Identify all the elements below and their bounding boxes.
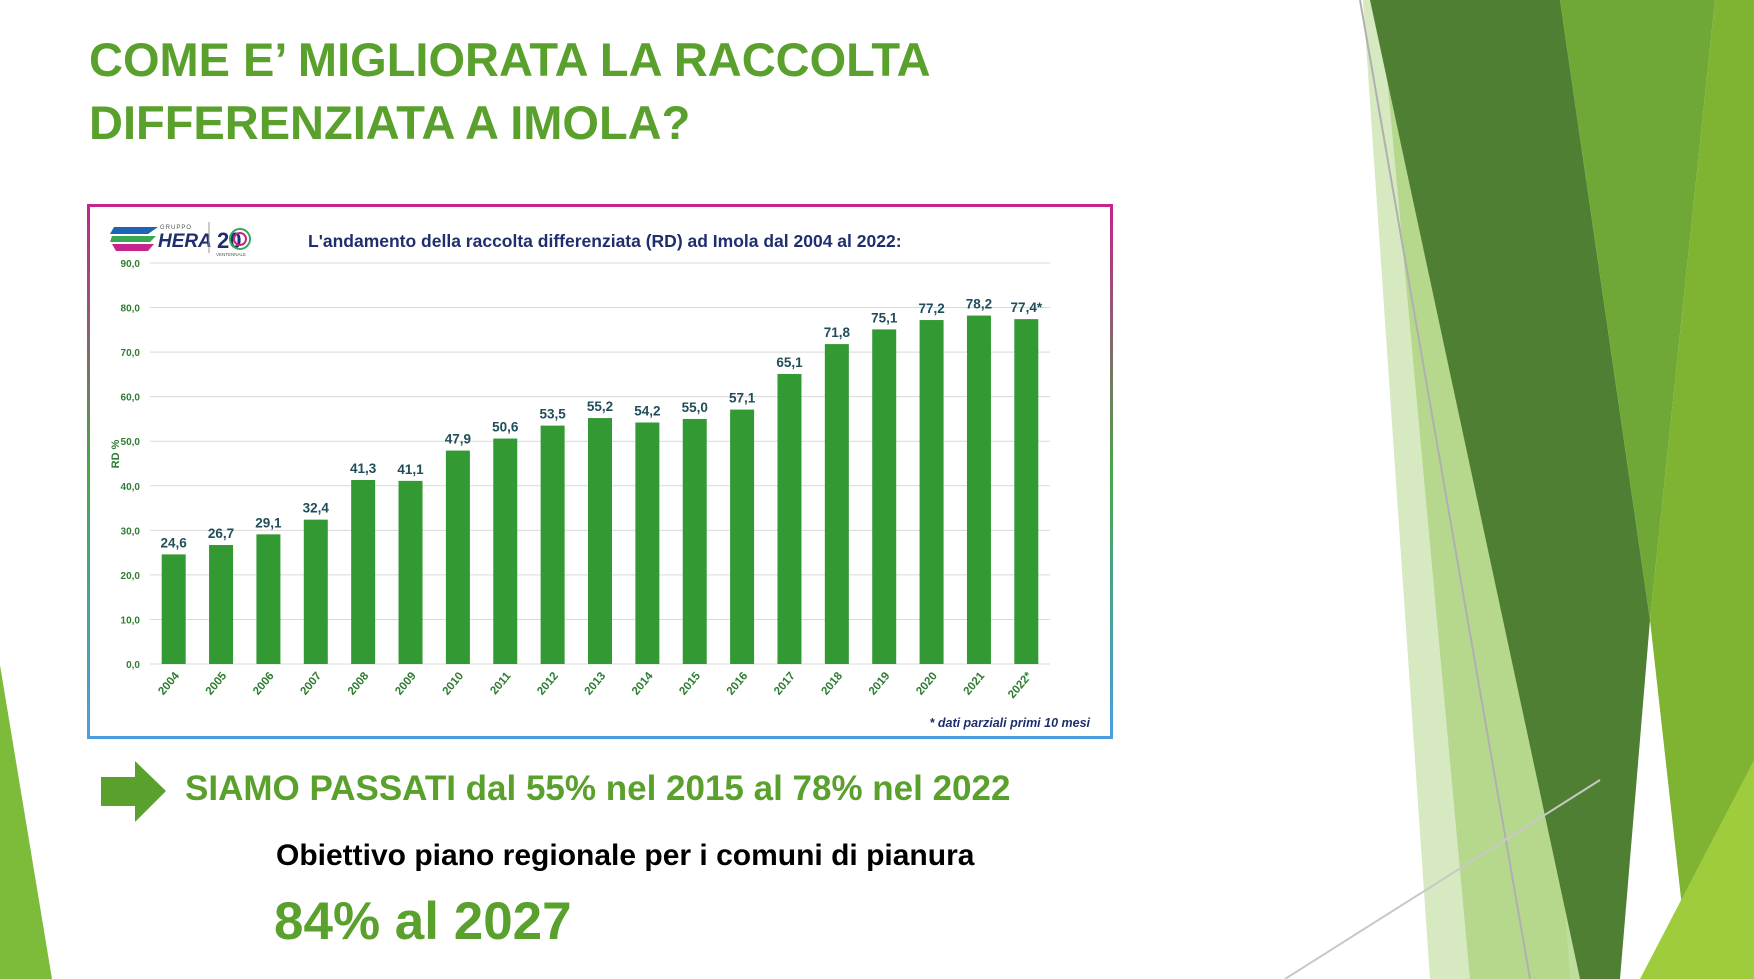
- y-axis-label: RD %: [110, 439, 122, 468]
- x-tick-label: 2009: [393, 670, 419, 697]
- bar-value-label: 55,0: [682, 400, 708, 415]
- bar-value-label: 50,6: [492, 420, 519, 435]
- bar-value-label: 55,2: [587, 399, 613, 414]
- x-tick-label: 2006: [251, 670, 277, 697]
- bar: [493, 438, 518, 664]
- bar-value-label: 57,1: [729, 391, 756, 406]
- chart-title: L'andamento della raccolta differenziata…: [308, 231, 902, 251]
- bar: [1014, 319, 1039, 664]
- x-tick-label: 2010: [441, 670, 467, 697]
- y-tick-label: 20,0: [121, 571, 141, 582]
- hera-logo-anniversary-sub: VENTENNALE: [216, 252, 246, 257]
- deco-band-right: [1650, 0, 1754, 979]
- bar: [730, 409, 755, 664]
- y-tick-label: 50,0: [121, 437, 141, 448]
- hera-logo-stripe-magenta: [112, 244, 154, 251]
- y-tick-label: 80,0: [121, 304, 141, 315]
- x-tick-label: 2011: [488, 670, 514, 697]
- bar: [303, 519, 328, 664]
- deco-band-bright: [1640, 760, 1754, 979]
- chart-frame: GRUPPO HERA 20 VENTENNALE L'andamento de…: [87, 204, 1113, 739]
- bar: [919, 320, 944, 664]
- bar: [351, 479, 376, 664]
- y-tick-label: 60,0: [121, 393, 141, 404]
- bar-value-label: 53,5: [539, 407, 566, 422]
- deco-band-dark: [1370, 0, 1650, 979]
- x-tick-label: 2012: [535, 670, 561, 697]
- deco-band-green: [1560, 0, 1715, 620]
- hera-logo-ring-outer: [229, 228, 251, 250]
- bar-value-label: 47,9: [445, 432, 471, 447]
- bar-value-label: 32,4: [303, 501, 330, 516]
- hera-logo-stripe-green: [110, 236, 156, 242]
- deco-thin-line-2: [1284, 779, 1601, 979]
- x-tick-label: 2014: [630, 670, 656, 698]
- bar-value-label: 54,2: [634, 404, 660, 419]
- bar-value-label: 71,8: [824, 325, 851, 340]
- bar-value-label: 65,1: [776, 355, 803, 370]
- slide-title-line1: COME E’ MIGLIORATA LA RACCOLTA: [89, 33, 931, 86]
- bar-value-label: 77,4*: [1011, 300, 1043, 315]
- bar: [872, 329, 897, 664]
- bar-chart: GRUPPO HERA 20 VENTENNALE L'andamento de…: [110, 222, 1091, 730]
- x-tick-label: 2020: [914, 670, 940, 697]
- slide-title-line2: DIFFERENZIATA A IMOLA?: [89, 96, 691, 149]
- bar: [161, 554, 186, 664]
- bar: [398, 480, 423, 664]
- bar-value-label: 75,1: [871, 310, 898, 325]
- bar-value-label: 41,1: [397, 462, 424, 477]
- regional-objective: Obiettivo piano regionale per i comuni d…: [276, 839, 975, 872]
- bar: [209, 545, 234, 664]
- y-tick-label: 10,0: [121, 615, 141, 626]
- bar-value-label: 29,1: [255, 515, 282, 530]
- bar-value-label: 77,2: [918, 301, 944, 316]
- x-tick-label: 2004: [156, 670, 182, 698]
- bar-value-label: 24,6: [161, 535, 188, 550]
- bars: 24,6 2004 26,7 2005 29,1 2006 32,4 2007 41,3 2008…: [156, 297, 1042, 701]
- x-tick-label: 2021: [962, 670, 988, 698]
- bar: [588, 418, 612, 664]
- bar: [635, 422, 660, 664]
- y-tick-label: 90,0: [121, 259, 141, 270]
- x-tick-label: 2013: [583, 670, 609, 697]
- x-tick-label: 2017: [772, 670, 798, 697]
- hera-logo-group: GRUPPO: [160, 225, 192, 231]
- hera-logo-brand: HERA: [158, 231, 212, 252]
- y-tick-label: 40,0: [121, 482, 141, 493]
- x-tick-label: 2005: [204, 670, 230, 698]
- y-tick-label: 0,0: [126, 660, 140, 671]
- x-tick-label: 2007: [298, 670, 324, 697]
- bar: [824, 344, 849, 664]
- bar: [966, 315, 991, 664]
- deco-left-green-shape: [0, 665, 52, 979]
- bar: [682, 418, 707, 664]
- x-tick-label: 2022*: [1006, 670, 1035, 701]
- bar: [777, 373, 802, 664]
- hera-logo: GRUPPO HERA 20 VENTENNALE: [110, 222, 251, 257]
- bar: [540, 425, 565, 664]
- x-tick-label: 2019: [867, 670, 893, 697]
- hera-logo-ring-inner: [233, 232, 247, 246]
- x-tick-label: 2018: [819, 670, 845, 698]
- bar-value-label: 26,7: [208, 526, 234, 541]
- bar-value-label: 78,2: [966, 297, 992, 312]
- deco-thin-line: [1359, 0, 1531, 979]
- hera-logo-stripe-blue: [110, 227, 158, 234]
- right-arrow-icon: [101, 761, 166, 822]
- x-tick-label: 2016: [725, 670, 751, 697]
- bar: [445, 450, 470, 664]
- target-value: 84% al 2027: [274, 892, 572, 951]
- y-tick-label: 70,0: [121, 348, 141, 359]
- result-statement: SIAMO PASSATI dal 55% nel 2015 al 78% ne…: [185, 769, 1011, 808]
- right-arrow-shape: [101, 761, 166, 822]
- x-tick-label: 2008: [346, 670, 372, 698]
- bar-value-label: 41,3: [350, 461, 377, 476]
- bar: [256, 534, 281, 664]
- chart-footnote: * dati parziali primi 10 mesi: [930, 716, 1091, 730]
- y-tick-label: 30,0: [121, 526, 141, 537]
- x-tick-label: 2015: [677, 670, 703, 698]
- slide-title: COME E’ MIGLIORATA LA RACCOLTA DIFFERENZ…: [89, 28, 931, 154]
